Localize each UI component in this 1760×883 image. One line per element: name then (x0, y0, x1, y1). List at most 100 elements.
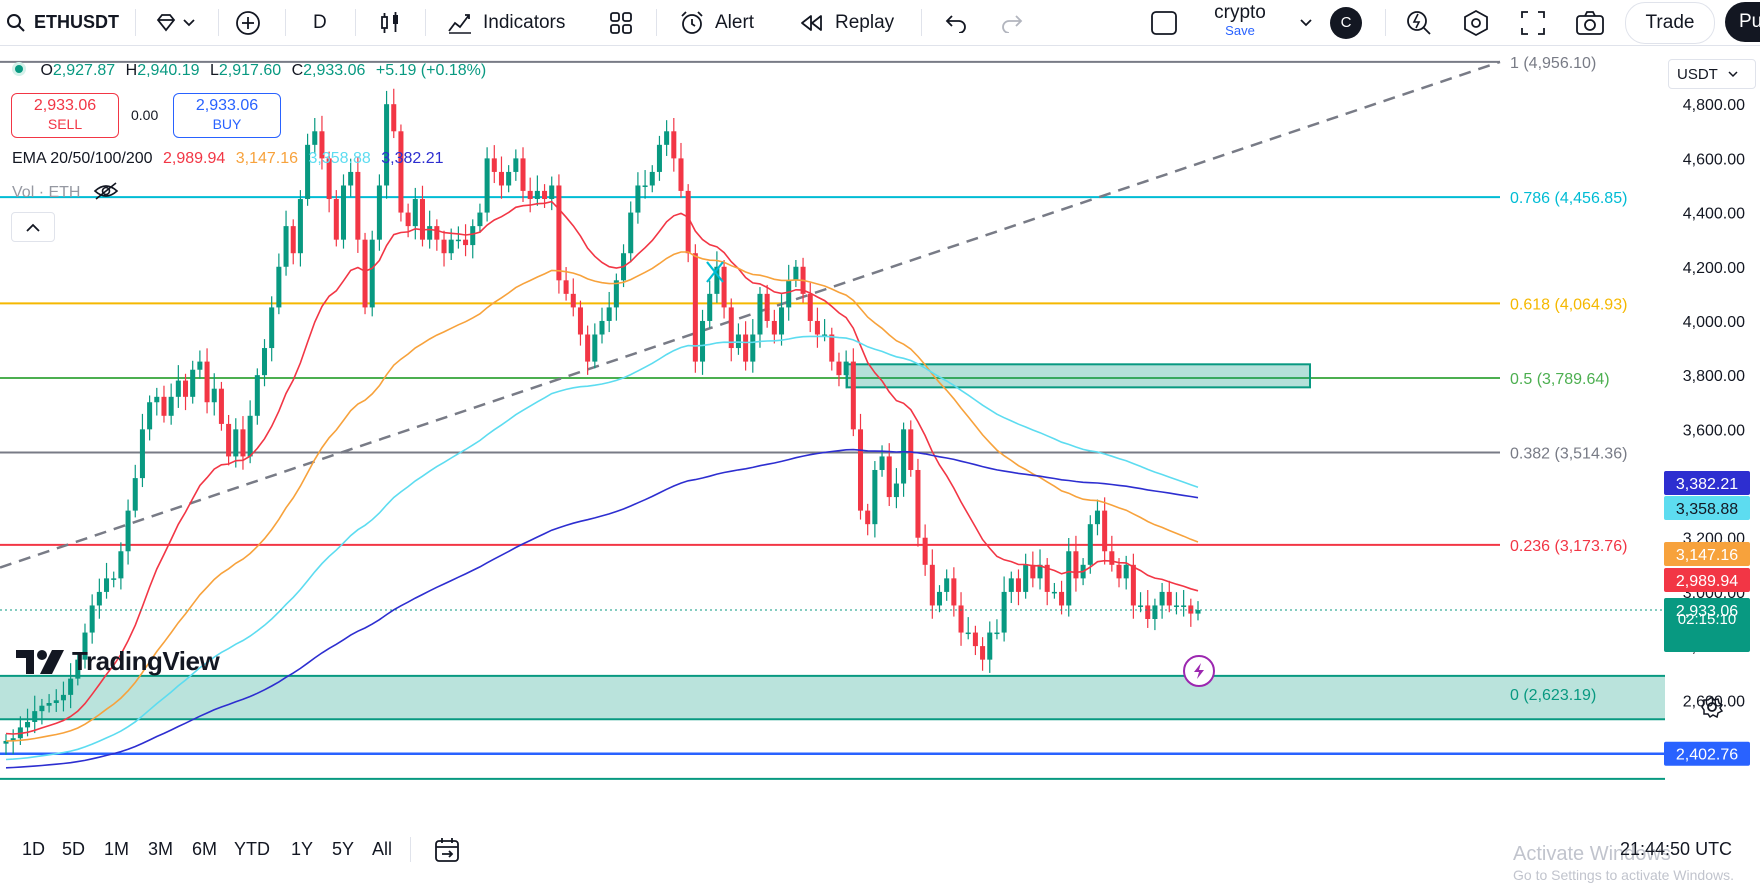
gem-dropdown-button[interactable] (155, 0, 195, 45)
candle-body[interactable] (261, 348, 268, 376)
candle-body[interactable] (585, 334, 591, 362)
candle-body[interactable] (577, 307, 583, 335)
ema50-line[interactable] (5, 251, 1199, 742)
candle-body[interactable] (743, 334, 749, 362)
candle-body[interactable] (549, 185, 555, 200)
candle-body[interactable] (82, 632, 88, 660)
candle-body[interactable] (348, 171, 354, 186)
candle-body[interactable] (1023, 564, 1029, 592)
candle-body[interactable] (269, 307, 275, 349)
lightning-badge[interactable] (1183, 655, 1215, 687)
candle-body[interactable] (1044, 564, 1050, 592)
candle-body[interactable] (735, 334, 741, 349)
compare-add-button[interactable] (235, 0, 261, 45)
candle-body[interactable] (721, 266, 727, 308)
price-axis-tag[interactable] (1664, 496, 1750, 520)
candle-body[interactable] (836, 361, 842, 376)
candle-body[interactable] (886, 456, 892, 498)
candle-body[interactable] (1015, 578, 1021, 592)
candle-body[interactable] (333, 199, 339, 240)
candle-body[interactable] (664, 131, 670, 145)
candle-body[interactable] (1030, 564, 1036, 579)
candle-body[interactable] (1123, 564, 1129, 579)
axis-settings-button[interactable] (1700, 695, 1724, 724)
candle-body[interactable] (1138, 605, 1144, 607)
ema-legend[interactable]: EMA 20/50/100/200 2,989.94 3,147.16 3,35… (12, 150, 444, 168)
candle-body[interactable] (427, 226, 433, 240)
candle-body[interactable] (628, 212, 634, 254)
candle-body[interactable] (3, 740, 9, 744)
candle-body[interactable] (929, 564, 935, 606)
candle-body[interactable] (68, 678, 74, 695)
candle-body[interactable] (872, 469, 878, 525)
candle-body[interactable] (276, 266, 282, 308)
support-zone[interactable] (0, 675, 1665, 720)
candle-body[interactable] (326, 158, 332, 200)
range-button-5y[interactable]: 5Y (332, 838, 355, 859)
candle-body[interactable] (599, 320, 605, 335)
candle-body[interactable] (707, 293, 713, 321)
candle-body[interactable] (455, 239, 461, 242)
indicators-button[interactable]: Indicators (447, 0, 565, 45)
ema100-line[interactable] (5, 335, 1199, 761)
candle-body[interactable] (147, 402, 153, 430)
candle-body[interactable] (412, 199, 418, 227)
range-button-5d[interactable]: 5D (62, 838, 86, 859)
candle-body[interactable] (1195, 610, 1201, 614)
undo-button[interactable] (944, 0, 968, 45)
candle-body[interactable] (398, 131, 404, 213)
candle-body[interactable] (1008, 578, 1014, 592)
range-button-1y[interactable]: 1Y (291, 838, 314, 859)
candle-body[interactable] (513, 158, 519, 172)
candle-body[interactable] (132, 478, 138, 511)
price-axis-tag[interactable] (1664, 598, 1750, 652)
candle-body[interactable] (1087, 524, 1093, 565)
candle-body[interactable] (750, 334, 756, 362)
candle-body[interactable] (972, 632, 978, 647)
range-button-1m[interactable]: 1M (104, 838, 130, 859)
candle-body[interactable] (965, 632, 971, 635)
candle-body[interactable] (161, 396, 167, 416)
candle-body[interactable] (96, 591, 102, 606)
range-button-all[interactable]: All (372, 838, 393, 859)
candle-body[interactable] (477, 212, 483, 227)
fullscreen-button[interactable] (1520, 0, 1546, 45)
trend-line[interactable] (0, 60, 1501, 569)
quick-search-button[interactable] (1405, 0, 1433, 45)
candle-body[interactable] (714, 266, 720, 294)
candle-body[interactable] (786, 280, 792, 308)
range-button-3m[interactable]: 3M (148, 838, 174, 859)
layout-name-button[interactable]: crypto Save (1200, 2, 1280, 38)
buy-button[interactable]: 2,933.06 BUY (173, 93, 281, 138)
candle-body[interactable] (32, 711, 38, 722)
price-chart[interactable]: 2,600.002,800.003,000.003,200.003,400.00… (0, 50, 1760, 780)
currency-dropdown[interactable]: USDT (1668, 59, 1756, 89)
snapshot-button[interactable] (1575, 0, 1605, 45)
layout-dropdown-button[interactable] (1300, 0, 1312, 45)
candle-body[interactable] (362, 239, 368, 308)
candle-body[interactable] (190, 369, 196, 397)
candle-body[interactable] (556, 185, 562, 281)
candle-body[interactable] (75, 659, 81, 679)
interval-button[interactable]: D (313, 0, 327, 45)
candle-body[interactable] (1188, 605, 1194, 614)
candle-body[interactable] (53, 700, 59, 704)
candle-body[interactable] (728, 307, 734, 349)
candle-body[interactable] (1166, 591, 1172, 606)
candle-body[interactable] (822, 334, 828, 337)
candle-body[interactable] (391, 104, 397, 132)
candle-body[interactable] (1094, 510, 1100, 525)
candle-body[interactable] (994, 632, 1000, 635)
candle-body[interactable] (111, 578, 117, 580)
candle-body[interactable] (1059, 591, 1065, 606)
settings-button[interactable] (1462, 0, 1490, 45)
candle-body[interactable] (1051, 591, 1057, 594)
candle-body[interactable] (104, 578, 110, 592)
volume-legend[interactable]: Vol · ETH (12, 182, 119, 202)
candle-body[interactable] (1116, 564, 1122, 579)
horizontal-line-tag[interactable] (1664, 741, 1750, 766)
candle-body[interactable] (498, 171, 504, 186)
candle-body[interactable] (233, 429, 239, 457)
candle-body[interactable] (1102, 510, 1108, 552)
candle-body[interactable] (829, 334, 835, 362)
